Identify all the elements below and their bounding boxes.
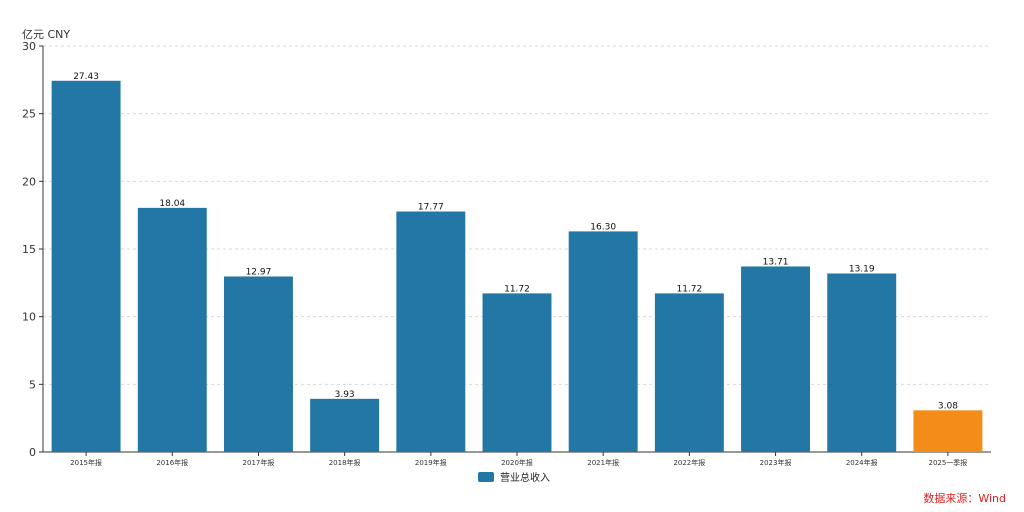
legend[interactable]: 营业总收入 (478, 469, 550, 484)
bar-value-label: 16.30 (590, 222, 616, 232)
bar-value-label: 13.71 (763, 257, 789, 267)
y-tick-label: 10 (22, 311, 36, 324)
bar-value-label: 17.77 (418, 203, 444, 213)
bar (568, 231, 638, 452)
y-axis-unit-label: 亿元 CNY (22, 28, 71, 41)
source-note: 数据来源：Wind (923, 492, 1006, 505)
legend-swatch (478, 471, 494, 482)
x-tick-label: 2021年报 (587, 458, 619, 467)
bar-value-label: 11.72 (676, 284, 702, 294)
x-tick-label: 2015年报 (70, 458, 102, 467)
x-tick-label: 2025一季报 (928, 458, 967, 467)
y-tick-label: 5 (29, 378, 36, 391)
y-tick-label: 25 (22, 108, 36, 121)
x-tick-label: 2016年报 (156, 458, 188, 467)
y-tick-label: 15 (22, 243, 36, 256)
y-tick-label: 30 (22, 40, 36, 53)
x-tick-label: 2019年报 (415, 458, 447, 467)
bar (741, 266, 811, 452)
bar-value-label: 18.04 (159, 199, 185, 209)
bar (482, 293, 552, 452)
bar (654, 293, 724, 452)
bar (51, 80, 121, 452)
bar (913, 410, 983, 452)
x-tick-label: 2017年报 (243, 458, 275, 467)
bar-value-label: 11.72 (504, 284, 530, 294)
x-tick-label: 2018年报 (329, 458, 361, 467)
bar-value-label: 3.93 (335, 390, 355, 400)
y-tick-label: 20 (22, 175, 36, 188)
bar-value-label: 3.08 (938, 401, 958, 411)
bar-value-label: 13.19 (849, 264, 875, 274)
legend-label: 营业总收入 (500, 473, 550, 484)
bar (310, 398, 380, 452)
bar (396, 211, 466, 452)
bar (137, 207, 207, 452)
y-tick-label: 0 (29, 446, 36, 459)
x-tick-label: 2020年报 (501, 458, 533, 467)
bar (223, 276, 293, 452)
bar-value-label: 27.43 (73, 72, 99, 82)
bar-value-label: 12.97 (246, 267, 272, 277)
x-tick-label: 2024年报 (846, 458, 878, 467)
bar (827, 273, 897, 452)
x-tick-label: 2022年报 (673, 458, 705, 467)
x-tick-label: 2023年报 (760, 458, 792, 467)
